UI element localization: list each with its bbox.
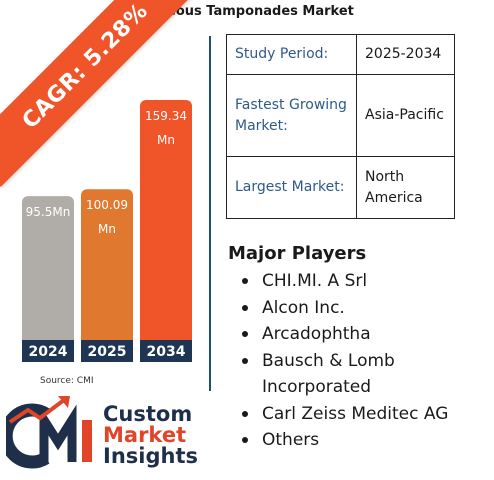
table-row: Fastest Growing Market: Asia-Pacific <box>226 74 455 157</box>
cmi-logo-mark <box>0 396 92 469</box>
logo-word-market: Market <box>103 423 187 447</box>
study-period-value: 2025-2034 <box>356 34 455 75</box>
logo-m-shape <box>39 404 77 462</box>
bullet-icon <box>242 410 248 417</box>
category-label-2034: 2034 <box>147 344 186 360</box>
bullet-icon <box>242 437 248 443</box>
table-row: Largest Market: North America <box>226 156 455 219</box>
bar-2034 <box>140 100 192 362</box>
fastest-growing-label: Fastest Growing Market: <box>226 74 357 157</box>
list-item: Alcon Inc. <box>240 295 490 322</box>
largest-market-label: Largest Market: <box>226 156 357 219</box>
table-row: Study Period: 2025-2034 <box>226 34 455 75</box>
logo-word-insights: Insights <box>103 444 198 468</box>
bullet-icon <box>242 278 248 284</box>
market-info-table: Study Period: 2025-2034 Fastest Growing … <box>226 34 455 219</box>
vertical-divider <box>209 36 211 391</box>
cmi-logo: Custom Market Insights <box>0 392 216 476</box>
list-item: Bausch & Lomb Incorporated <box>240 348 490 401</box>
bullet-icon <box>242 304 248 311</box>
data-label-2034: 159.34 <box>145 109 187 123</box>
bar-category-bg-2034 <box>140 340 192 362</box>
bar-category-bg-2024 <box>22 340 74 362</box>
source-note: Source: CMI <box>40 376 94 386</box>
fastest-growing-value: Asia-Pacific <box>356 74 455 157</box>
logo-i-shape <box>82 420 92 462</box>
logo-wordmark: Custom Market Insights <box>103 404 198 467</box>
data-label-2024: 95.5Mn <box>26 205 71 219</box>
players-list: CHI.MI. A Srl Alcon Inc. Arcadophtha Bau… <box>240 268 490 454</box>
logo-arrow-line <box>8 398 66 424</box>
bar-2024 <box>22 196 74 362</box>
category-label-2025: 2025 <box>88 344 127 360</box>
player-name: CHI.MI. A Srl <box>262 271 368 291</box>
player-name: Alcon Inc. <box>262 297 345 318</box>
logo-word-custom: Custom <box>103 402 193 426</box>
player-name: Arcadophtha <box>262 324 371 344</box>
largest-market-value: North America <box>356 156 455 219</box>
data-label-2025: Mn <box>98 222 116 236</box>
bar-chart: 2024 95.5Mn 2025 100.09 Mn 2034 159.34 Mn <box>22 100 192 362</box>
list-item: Others <box>240 427 490 454</box>
category-label-2024: 2024 <box>29 344 68 360</box>
logo-arrow-head <box>58 396 70 408</box>
players-heading: Major Players <box>228 243 367 264</box>
player-name: Bausch & Lomb Incorporated <box>262 350 395 398</box>
bar-category-bg-2025 <box>81 340 133 362</box>
bullet-icon <box>242 331 248 337</box>
player-name: Others <box>262 430 320 450</box>
list-item: Carl Zeiss Meditec AG <box>240 401 490 428</box>
bar-2025 <box>81 189 133 362</box>
bullet-icon <box>242 357 248 364</box>
study-period-label: Study Period: <box>226 34 357 75</box>
list-item: CHI.MI. A Srl <box>240 268 490 295</box>
player-name: Carl Zeiss Meditec AG <box>262 403 449 424</box>
data-label-2025: 100.09 <box>86 198 128 212</box>
page-title: Vitreous Tamponades Market <box>140 4 354 19</box>
list-item: Arcadophtha <box>240 321 490 348</box>
data-label-2034: Mn <box>157 133 175 147</box>
